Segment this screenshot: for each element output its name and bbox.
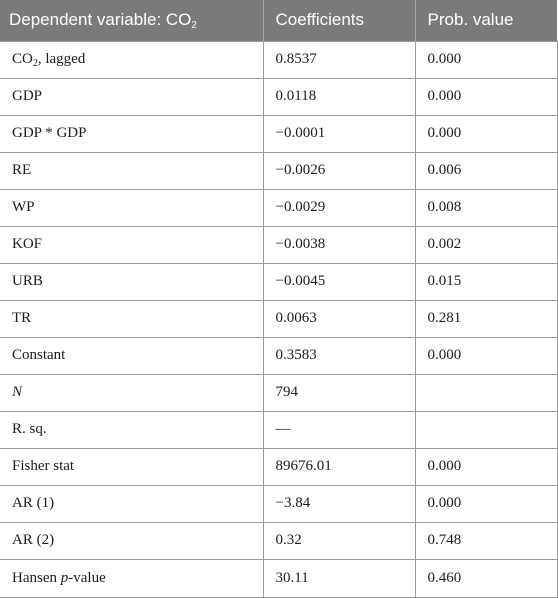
table-row-tr: TR 0.0063 0.281 [0, 299, 558, 338]
table-header: Dependent variable: CO2 Coefficients Pro… [0, 0, 557, 41]
variable-cell: Hansen p-value [0, 558, 264, 598]
table-row-constant: Constant 0.3583 0.000 [0, 336, 558, 375]
coefficient-cell: 0.3583 [262, 336, 416, 375]
coefficient-cell: −0.0029 [262, 188, 416, 227]
variable-cell: URB [0, 262, 264, 301]
prob-value-cell: 0.000 [414, 77, 558, 116]
variable-cell: RE [0, 151, 264, 190]
coefficient-cell: 0.32 [262, 521, 416, 560]
prob-value-cell: 0.000 [414, 114, 558, 153]
table-row-r-squared: R. sq. — [0, 410, 558, 449]
prob-value-cell: 0.006 [414, 151, 558, 190]
header-row: Dependent variable: CO2 Coefficients Pro… [0, 0, 557, 41]
table-row-hansen: Hansen p-value 30.11 0.460 [0, 558, 558, 598]
table-row-urb: URB −0.0045 0.015 [0, 262, 558, 301]
coefficient-cell: −0.0045 [262, 262, 416, 301]
table-row-wp: WP −0.0029 0.008 [0, 188, 558, 227]
coefficient-cell: 30.11 [262, 558, 416, 598]
coefficient-cell: −0.0026 [262, 151, 416, 190]
prob-value-cell: 0.281 [414, 299, 558, 338]
prob-value-cell: 0.000 [414, 40, 558, 79]
variable-cell: AR (1) [0, 484, 264, 523]
coefficient-cell: 794 [262, 373, 416, 412]
prob-value-cell: 0.002 [414, 225, 558, 264]
coefficient-cell: 0.0063 [262, 299, 416, 338]
prob-value-cell: 0.000 [414, 447, 558, 486]
coefficient-cell: — [262, 410, 416, 449]
variable-cell: Fisher stat [0, 447, 264, 486]
variable-cell: R. sq. [0, 410, 264, 449]
coefficient-cell: −3.84 [262, 484, 416, 523]
variable-cell: CO2, lagged [0, 40, 264, 79]
variable-cell: Constant [0, 336, 264, 375]
header-coefficients: Coefficients [262, 0, 415, 41]
prob-value-cell: 0.000 [414, 484, 558, 523]
coefficient-cell: 89676.01 [262, 447, 416, 486]
prob-value-cell: 0.748 [414, 521, 558, 560]
table-row-fisher-stat: Fisher stat 89676.01 0.000 [0, 447, 558, 486]
variable-cell: WP [0, 188, 264, 227]
header-dependent-variable: Dependent variable: CO2 [0, 0, 263, 41]
table-row-co2-lagged: CO2, lagged 0.8537 0.000 [0, 40, 558, 79]
coefficient-cell: −0.0038 [262, 225, 416, 264]
table-row-gdp-squared: GDP * GDP −0.0001 0.000 [0, 114, 558, 153]
variable-cell: AR (2) [0, 521, 264, 560]
coefficient-cell: 0.8537 [262, 40, 416, 79]
coefficient-cell: 0.0118 [262, 77, 416, 116]
variable-cell: GDP [0, 77, 264, 116]
table-row-re: RE −0.0026 0.006 [0, 151, 558, 190]
prob-value-cell: 0.008 [414, 188, 558, 227]
prob-value-cell [414, 373, 558, 412]
header-prob-value: Prob. value [414, 0, 557, 41]
prob-value-cell [414, 410, 558, 449]
coefficient-cell: −0.0001 [262, 114, 416, 153]
table-row-gdp: GDP 0.0118 0.000 [0, 77, 558, 116]
variable-cell: N [0, 373, 264, 412]
prob-value-cell: 0.000 [414, 336, 558, 375]
table-row-ar2: AR (2) 0.32 0.748 [0, 521, 558, 560]
variable-cell: GDP * GDP [0, 114, 264, 153]
prob-value-cell: 0.460 [414, 558, 558, 598]
table-row-n: N 794 [0, 373, 558, 412]
prob-value-cell: 0.015 [414, 262, 558, 301]
table-row-kof: KOF −0.0038 0.002 [0, 225, 558, 264]
variable-cell: TR [0, 299, 264, 338]
variable-cell: KOF [0, 225, 264, 264]
table-row-ar1: AR (1) −3.84 0.000 [0, 484, 558, 523]
